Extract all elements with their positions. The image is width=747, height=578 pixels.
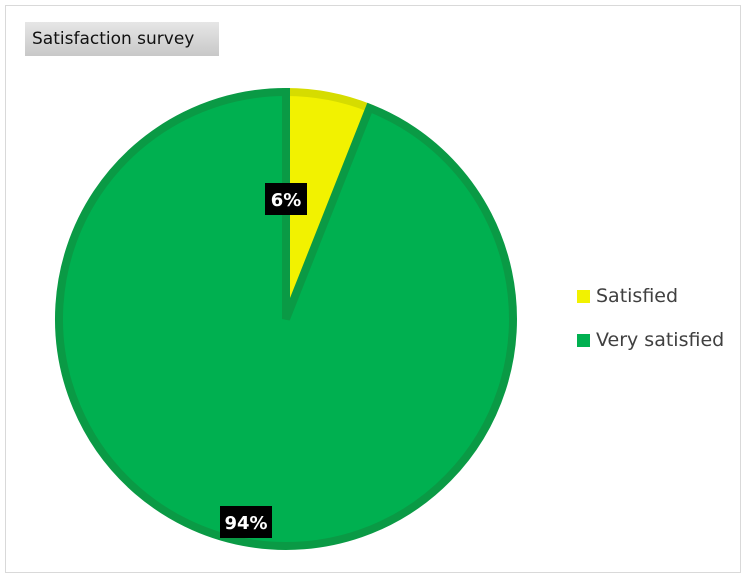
data-label-text: 94% — [224, 513, 267, 534]
chart-title-text: Satisfaction survey — [32, 29, 195, 49]
legend-swatch-satisfied — [577, 289, 590, 303]
legend-item-satisfied: Satisfied — [577, 284, 724, 308]
data-label-box — [265, 183, 307, 215]
legend-item-very-satisfied: Very satisfied — [577, 328, 724, 352]
legend-swatch-very-satisfied — [577, 333, 590, 347]
legend-label-satisfied: Satisfied — [596, 285, 679, 307]
data-label-very-satisfied: 94% — [220, 506, 272, 538]
data-label-text: 6% — [271, 190, 302, 211]
pie-slices — [55, 87, 517, 550]
pie-slice-very-satisfied — [55, 87, 517, 550]
legend-label-very-satisfied: Very satisfied — [596, 329, 725, 351]
data-label-box — [220, 506, 272, 538]
data-label-satisfied: 6% — [265, 183, 307, 215]
chart-title: Satisfaction survey — [25, 22, 219, 56]
pie-data-labels: 6% 94% — [220, 183, 307, 538]
legend: Satisfied Very satisfied — [577, 284, 724, 372]
